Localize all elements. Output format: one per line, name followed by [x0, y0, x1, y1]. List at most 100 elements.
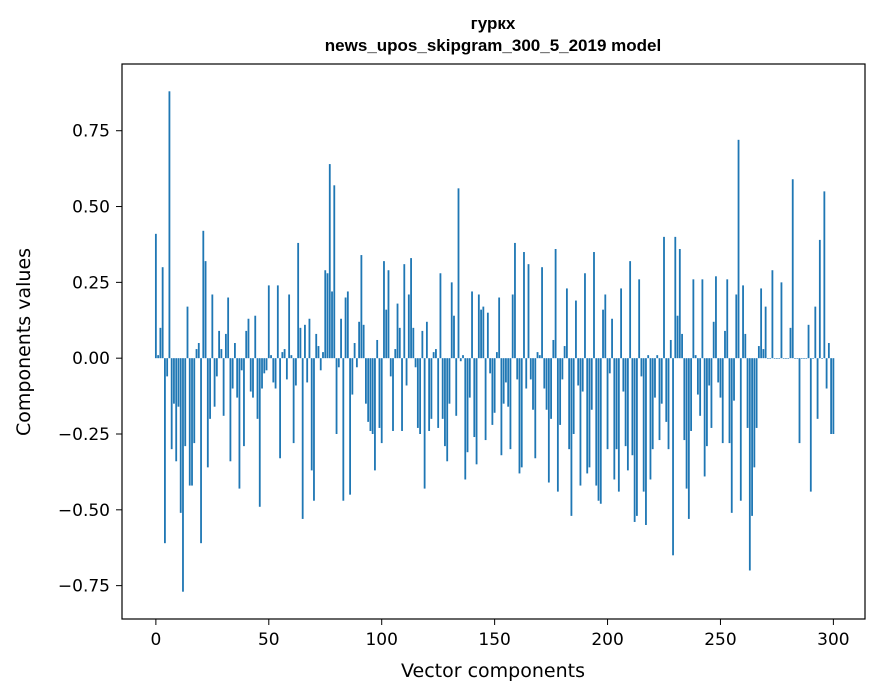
- bar: [310, 358, 313, 471]
- bar: [733, 358, 735, 401]
- bar: [645, 358, 647, 525]
- bar: [771, 270, 774, 359]
- bar: [410, 258, 412, 359]
- bar: [349, 358, 351, 495]
- bar: [523, 252, 525, 359]
- bar: [371, 358, 374, 434]
- bar: [182, 358, 184, 592]
- bar: [527, 264, 530, 359]
- bar: [764, 306, 767, 359]
- bar: [581, 358, 584, 392]
- plot-frame: [121, 63, 866, 620]
- bar: [785, 358, 787, 359]
- bar: [568, 358, 571, 450]
- y-tick-label: 0.00: [72, 349, 110, 369]
- bar: [683, 358, 686, 441]
- bar: [453, 315, 455, 359]
- chart-title-line1: гуркх: [471, 14, 516, 33]
- bar: [439, 273, 442, 359]
- bar: [669, 339, 672, 359]
- x-axis-label: Vector components: [401, 660, 585, 682]
- bar: [319, 358, 322, 371]
- bar: [428, 358, 431, 431]
- bar: [195, 349, 198, 359]
- bar: [220, 349, 223, 359]
- bar: [622, 358, 625, 392]
- bar: [197, 343, 200, 359]
- bar: [324, 270, 327, 359]
- bar: [638, 279, 641, 359]
- bar: [649, 358, 652, 480]
- y-tick-label: 0.75: [72, 122, 110, 142]
- x-tick-label: 250: [704, 630, 736, 650]
- bar: [812, 358, 814, 359]
- bar: [642, 358, 645, 492]
- bar: [541, 267, 543, 359]
- bar: [353, 343, 356, 359]
- bar: [491, 358, 494, 425]
- bar: [247, 318, 250, 359]
- bar: [678, 249, 681, 359]
- bar: [514, 242, 516, 359]
- bar: [385, 309, 388, 359]
- bar: [511, 294, 514, 359]
- bar: [807, 324, 810, 359]
- bar: [561, 358, 564, 380]
- bar: [315, 333, 318, 359]
- bar: [577, 358, 580, 386]
- bar: [818, 239, 821, 359]
- bar: [403, 264, 406, 359]
- bar: [466, 358, 469, 453]
- bar: [575, 300, 577, 359]
- bar: [762, 349, 765, 359]
- bar: [215, 358, 218, 377]
- bar: [161, 267, 164, 359]
- bar: [516, 358, 519, 380]
- bar: [238, 358, 241, 489]
- bar: [301, 358, 304, 519]
- bar: [572, 358, 575, 434]
- bar: [272, 358, 275, 383]
- bar: [773, 358, 776, 359]
- bar: [227, 297, 230, 359]
- bar: [696, 358, 699, 395]
- bar: [362, 324, 365, 359]
- bar: [814, 306, 817, 359]
- bar: [414, 358, 417, 368]
- bar: [613, 358, 616, 480]
- bar: [505, 358, 507, 383]
- bar: [640, 358, 643, 377]
- x-axis-ticks: 0 50 100 150 200 250 300: [150, 619, 850, 650]
- bar: [654, 358, 656, 398]
- bar: [243, 358, 245, 447]
- bar: [660, 358, 663, 404]
- bar: [791, 179, 794, 359]
- bar: [254, 315, 257, 359]
- bar: [816, 358, 819, 419]
- bar: [335, 358, 338, 434]
- bar: [173, 358, 175, 404]
- bar: [387, 270, 390, 359]
- bar: [154, 233, 157, 359]
- bar: [346, 291, 349, 359]
- y-axis-ticks: −0.75 −0.50 −0.25 0.00 0.25 0.50 0.75: [58, 122, 122, 597]
- bar: [285, 358, 288, 380]
- bar: [435, 349, 437, 359]
- bar: [489, 358, 492, 374]
- bar: [552, 339, 555, 359]
- bar: [737, 139, 740, 359]
- bar: [681, 333, 683, 359]
- bar: [597, 358, 600, 501]
- bar: [236, 358, 239, 398]
- bar: [755, 358, 758, 428]
- bar: [276, 285, 279, 359]
- bar: [473, 358, 476, 438]
- y-tick-label: 0.50: [72, 198, 110, 218]
- bar: [830, 358, 833, 434]
- bar: [726, 279, 729, 359]
- bar: [751, 358, 753, 516]
- bar: [245, 330, 248, 359]
- bar: [651, 358, 654, 450]
- bar: [486, 312, 489, 359]
- bar: [746, 358, 749, 428]
